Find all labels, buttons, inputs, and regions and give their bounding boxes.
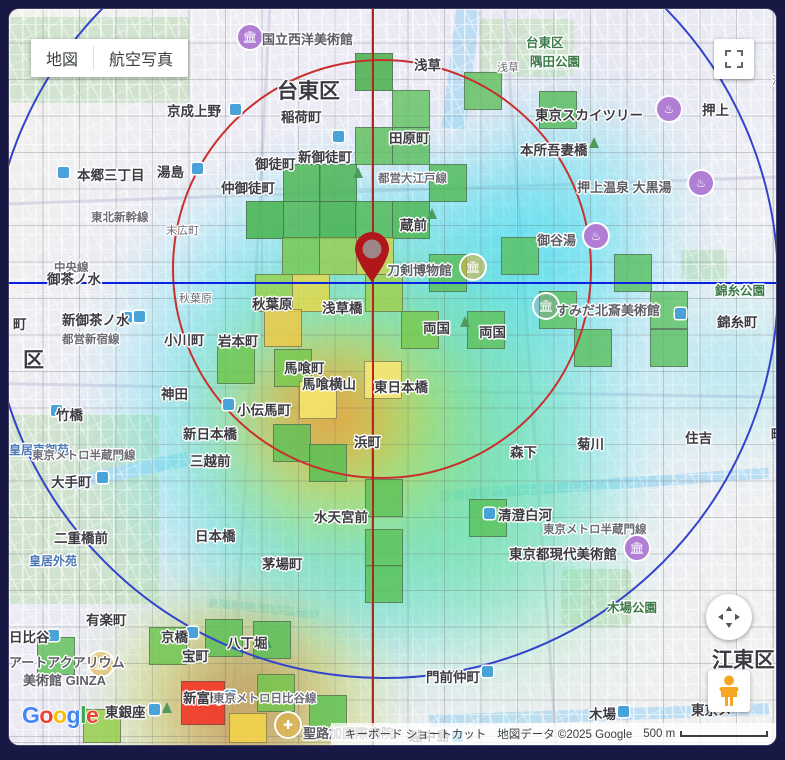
onsen-poi-icon-2: ♨ [689,171,713,195]
crosshair-horizontal [9,282,776,284]
logo-letter: o [52,702,67,728]
bath-poi-icon: ♨ [584,224,608,248]
google-logo: Google [22,702,99,728]
street-view-pegman[interactable] [708,670,750,712]
logo-letter: g [66,702,81,728]
map-canvas[interactable]: 🏛 ♨ ♨ ♨ 🏛 🏛 🏛 🏛 ✚ [9,9,776,745]
museum-poi-icon-4: 🏛 [534,294,558,318]
map-type-button-map[interactable]: 地図 [31,39,94,77]
pegman-icon [719,675,739,706]
scale-bar-graphic [680,731,769,737]
center-location-marker[interactable] [352,231,392,283]
map-type-button-satellite[interactable]: 航空写真 [94,39,189,77]
fullscreen-icon [725,50,743,68]
map-viewport[interactable]: 🏛 ♨ ♨ ♨ 🏛 🏛 🏛 🏛 ✚ [9,9,776,745]
keyboard-shortcuts-link[interactable]: キーボード ショートカット [345,729,487,741]
museum-poi-icon-3: 🏛 [461,255,485,279]
crosshair-vertical [372,9,374,745]
logo-letter: G [22,702,40,728]
map-type-control[interactable]: 地図 航空写真 [31,39,189,77]
fullscreen-button[interactable] [714,39,754,79]
outer-radius-circle [9,9,776,679]
scale-bar: 500 m [643,728,769,740]
museum-poi-icon-6: 🏛 [89,652,113,676]
museum-poi-icon: 🏛 [238,25,262,49]
attribution-bar: キーボード ショートカット 地図データ ©2025 Google 500 m 利… [331,723,776,745]
logo-letter: o [39,702,53,728]
logo-letter: l [80,702,86,728]
museum-poi-icon-5: 🏛 [625,536,649,560]
hospital-poi-icon: ✚ [276,713,300,737]
map-type-divider [93,46,95,70]
pan-compass-control[interactable] [706,594,752,640]
scale-value: 500 m [643,728,676,740]
onsen-poi-icon: ♨ [657,97,681,121]
map-data-credit: 地図データ ©2025 Google [497,729,633,741]
logo-letter: e [85,702,99,728]
four-arrows-icon [718,606,740,628]
